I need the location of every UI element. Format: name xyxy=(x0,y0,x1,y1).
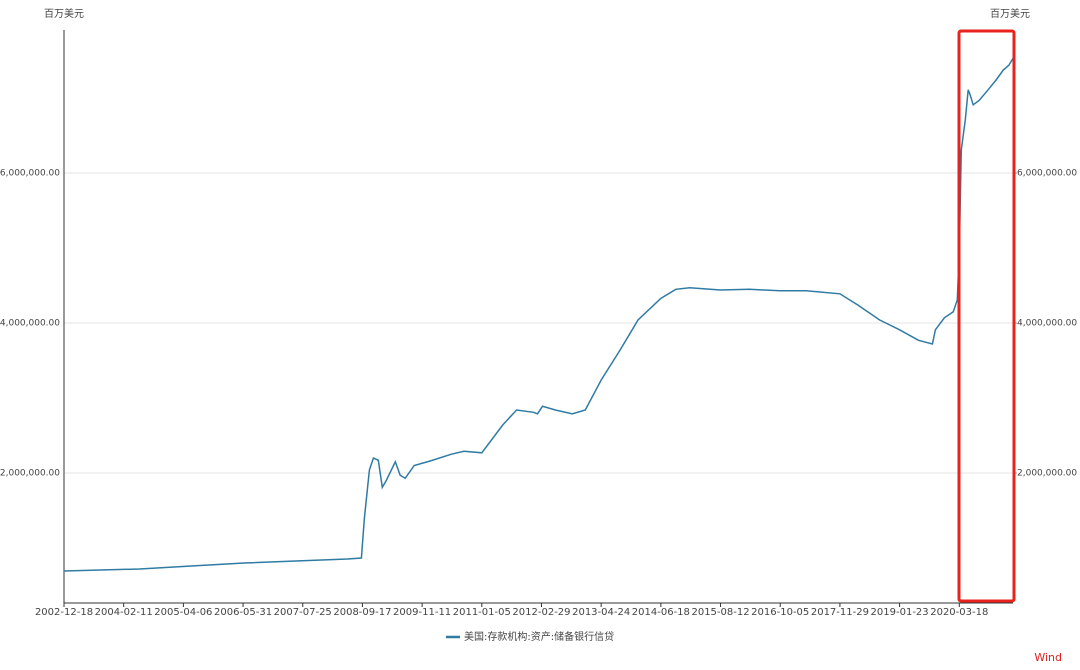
highlight-box xyxy=(957,29,1016,603)
x-tick-label: 2011-01-05 xyxy=(453,607,511,618)
x-tick-label: 2014-06-18 xyxy=(632,607,690,618)
x-tick-label: 2009-11-11 xyxy=(393,607,451,618)
x-tick-label: 2002-12-18 xyxy=(35,607,93,618)
x-tick-label: 2020-03-18 xyxy=(930,607,988,618)
x-tick-label: 2006-05-31 xyxy=(214,607,272,618)
legend-label: 美国:存款机构:资产:储备银行信贷 xyxy=(464,630,614,643)
y2-axis-label: 百万美元 xyxy=(990,7,1030,20)
x-tick-label: 2007-07-25 xyxy=(274,607,332,618)
x-tick-label: 2012-02-29 xyxy=(512,607,570,618)
x-tick-label: 2004-02-11 xyxy=(95,607,153,618)
y-tick-label: 2,000,000.00 xyxy=(0,469,60,479)
x-tick-label: 2016-10-05 xyxy=(751,607,809,618)
y-axis-label: 百万美元 xyxy=(44,7,84,20)
y2-tick-label: 2,000,000.00 xyxy=(1017,469,1077,479)
x-tick-label: 2019-01-23 xyxy=(871,607,929,618)
y-tick-label: 6,000,000.00 xyxy=(0,169,60,179)
x-tick-label: 2008-09-17 xyxy=(333,607,391,618)
source: Wind xyxy=(1034,651,1062,664)
y2-tick-label: 4,000,000.00 xyxy=(1017,319,1077,329)
series-line xyxy=(63,57,1014,572)
y2-tick-label: 6,000,000.00 xyxy=(1017,169,1077,179)
x-tick-label: 2017-11-29 xyxy=(811,607,869,618)
x-tick-label: 2013-04-24 xyxy=(572,607,630,618)
x-tick-label: 2015-08-12 xyxy=(691,607,749,618)
x-tick-label: 2005-04-06 xyxy=(154,607,212,618)
y-tick-label: 4,000,000.00 xyxy=(0,319,60,329)
